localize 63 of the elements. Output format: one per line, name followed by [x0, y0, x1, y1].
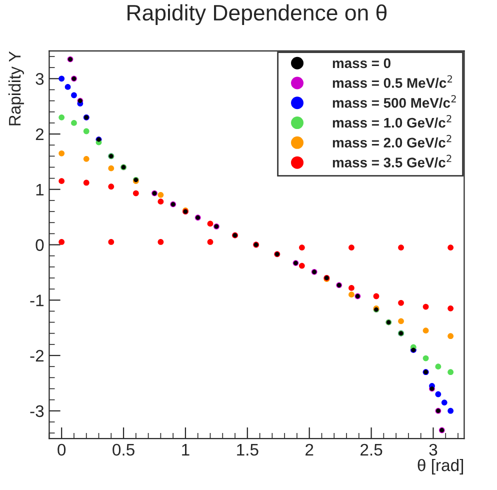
point: [348, 292, 354, 298]
y-tick-label: -3: [30, 405, 44, 418]
point: [64, 84, 71, 90]
point: [298, 262, 305, 269]
point: [71, 120, 77, 126]
y-axis-title: Rapidity Y: [8, 51, 24, 126]
point: [398, 318, 404, 324]
legend-label: mass = 0: [332, 58, 390, 68]
point: [158, 198, 164, 205]
point: [158, 239, 164, 245]
point: [422, 355, 429, 362]
point: [108, 165, 114, 172]
y-tick-label: -2: [30, 350, 44, 362]
x-tick-label: 1.5: [237, 444, 258, 456]
y-tick-label: -1: [30, 294, 44, 306]
x-axis-title: θ [rad]: [418, 458, 464, 474]
legend-label: mass = 1.0 GeV/c$^{2}$: [332, 115, 452, 128]
point: [83, 128, 90, 134]
point: [448, 369, 454, 376]
point: [132, 190, 139, 196]
point: [398, 244, 404, 250]
point: [158, 192, 164, 198]
point: [83, 156, 90, 162]
point: [435, 364, 442, 370]
point: [71, 92, 77, 98]
x-tick-label: 0: [58, 444, 66, 456]
point: [108, 239, 114, 245]
point: [422, 328, 429, 334]
point: [58, 239, 65, 245]
chart-title: Rapidity Dependence on θ: [128, 4, 387, 26]
x-tick-label: 3: [429, 444, 438, 456]
point: [448, 244, 454, 250]
legend-label: mass = 3.5 GeV/c$^{2}$: [332, 154, 452, 168]
point: [207, 239, 214, 245]
y-tick-label: 0: [36, 239, 44, 251]
y-tick-label: 1: [36, 184, 44, 196]
point: [207, 220, 214, 227]
x-tick-label: 0.5: [112, 444, 134, 456]
point: [373, 293, 380, 300]
point: [58, 150, 65, 156]
point: [58, 178, 65, 184]
legend-label: mass = 2.0 GeV/c$^{2}$: [332, 134, 452, 148]
x-tick-label: 2.5: [360, 444, 382, 456]
point: [448, 305, 454, 312]
x-tick-label: 1: [182, 444, 190, 456]
y-tick-label: 2: [36, 128, 44, 140]
point: [348, 244, 354, 250]
point: [108, 184, 114, 190]
legend-label: mass = 0.5 MeV/c$^{2}$: [332, 75, 452, 88]
point: [83, 180, 90, 186]
point: [448, 333, 454, 340]
point: [435, 391, 442, 398]
legend-label: mass = 500 MeV/c$^{2}$: [332, 95, 456, 108]
point: [441, 400, 448, 406]
y-tick-label: 3: [36, 73, 44, 85]
point: [58, 114, 65, 120]
point: [58, 76, 65, 82]
x-tick-label: 2: [306, 444, 314, 456]
point: [348, 284, 354, 291]
point: [298, 244, 305, 250]
point: [398, 300, 404, 306]
point: [422, 304, 429, 310]
point: [448, 408, 454, 414]
